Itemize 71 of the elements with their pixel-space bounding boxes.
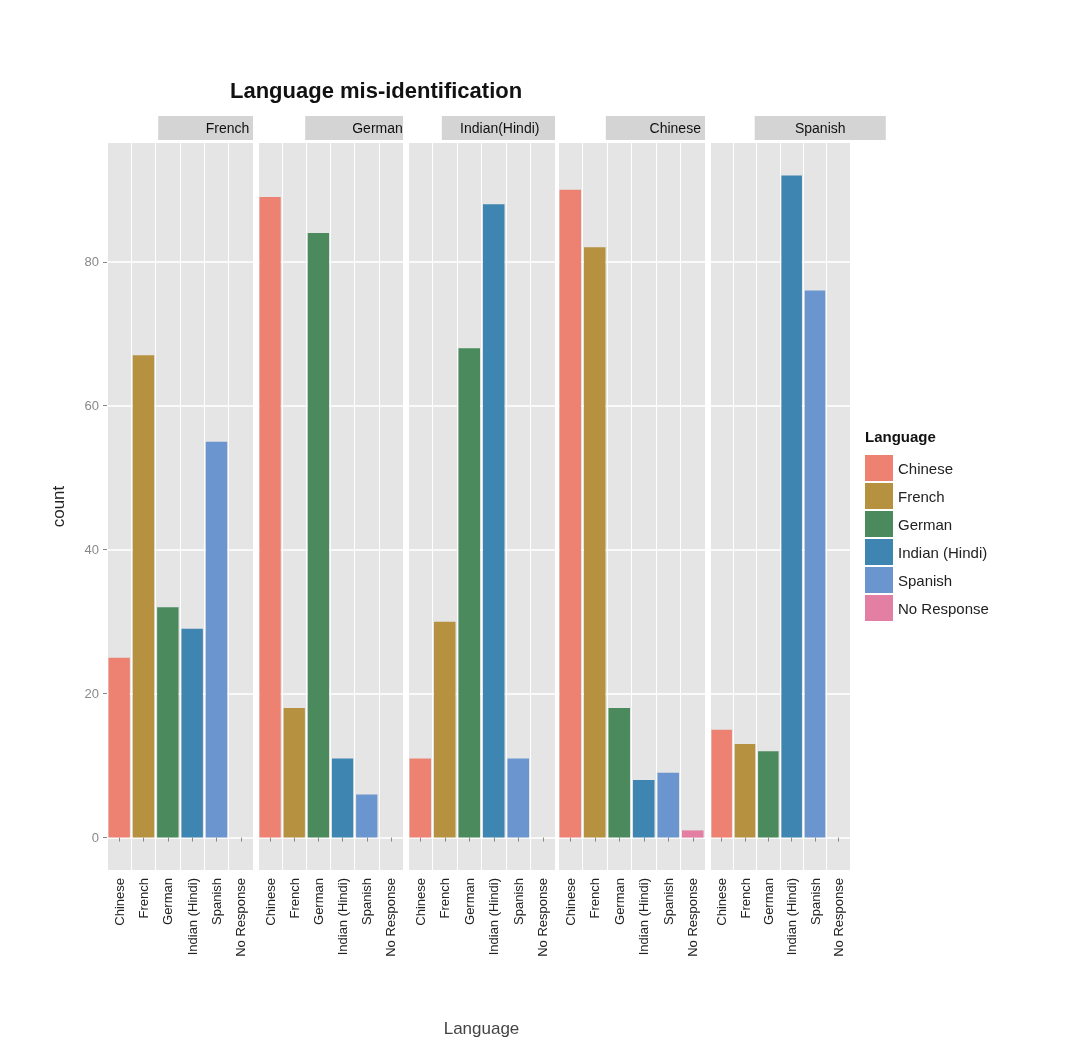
bar: [608, 708, 631, 838]
x-tick-label: Chinese: [412, 878, 428, 926]
y-tick-label: 40: [84, 542, 99, 558]
bar: [433, 621, 456, 838]
legend-label: Chinese: [898, 459, 954, 477]
bar: [632, 780, 655, 838]
x-tick-label: French: [286, 878, 302, 919]
bar: [559, 189, 582, 838]
x-tick-label: Spanish: [510, 878, 526, 925]
x-tick-label: Spanish: [209, 878, 224, 925]
x-tick-label: Indian (Hindi): [335, 878, 351, 956]
x-tick-label: Spanish: [807, 878, 823, 925]
x-tick-label: French: [437, 878, 453, 919]
x-tick-label: No Response: [830, 878, 846, 957]
legend-label: No Response: [898, 599, 989, 617]
x-tick-label: German: [461, 878, 477, 925]
x-tick-label: German: [160, 878, 176, 925]
x-tick-label: Indian (Hindi): [184, 878, 200, 956]
x-tick-label: Indian (Hindi): [784, 878, 800, 956]
y-tick-label: 60: [84, 398, 99, 414]
chart-title: French: [205, 120, 250, 136]
x-tick-label: Indian (Hindi): [636, 878, 652, 956]
x-tick-label: French: [136, 878, 151, 919]
x-tick-label: Chinese: [262, 878, 278, 926]
x-tick-label: No Response: [233, 878, 249, 957]
text: Language mis-identification: [230, 78, 523, 104]
legend-label: Spanish: [898, 571, 953, 589]
bar: [331, 758, 354, 838]
x-tick-label: Indian (Hindi): [486, 878, 502, 956]
bar: [657, 772, 680, 838]
x-tick-label: No Response: [383, 878, 399, 957]
legend-label: Indian (Hindi): [898, 543, 988, 561]
x-tick-label: Chinese: [562, 878, 578, 926]
x-tick-label: No Response: [535, 878, 551, 957]
x-axis-title: Language: [443, 1019, 520, 1038]
bar: [458, 348, 481, 838]
chart-title: Chinese: [649, 120, 702, 136]
bar: [108, 657, 130, 838]
y-tick-label: 20: [84, 686, 99, 702]
bar: [157, 607, 179, 838]
bar: [681, 830, 704, 838]
bar: [409, 758, 432, 838]
y-axis-title: count: [49, 485, 68, 528]
x-tick-label: No Response: [685, 878, 701, 957]
bar: [307, 232, 330, 838]
bar: [283, 708, 305, 838]
x-tick-label: French: [587, 878, 603, 919]
bar: [583, 247, 606, 838]
y-tick-label: 0: [91, 830, 99, 846]
x-tick-label: French: [737, 878, 753, 919]
bar: [205, 441, 228, 838]
bar: [259, 196, 281, 838]
bar: [507, 758, 530, 838]
bar: [482, 204, 505, 838]
x-tick-label: Spanish: [359, 878, 375, 925]
bar: [132, 355, 155, 838]
x-tick-label: Chinese: [714, 878, 730, 926]
x-tick-label: German: [611, 878, 627, 925]
chart-title: German: [352, 120, 403, 136]
chart-title: Indian(Hindi): [460, 120, 540, 136]
y-tick-label: 80: [84, 254, 99, 270]
legend-title: Language: [865, 428, 936, 445]
chart-title: Spanish: [794, 120, 846, 136]
x-tick-label: Chinese: [111, 878, 127, 926]
x-tick-label: Spanish: [660, 878, 676, 925]
legend-label: German: [898, 515, 953, 533]
bar: [356, 794, 378, 838]
legend-label: French: [898, 487, 945, 505]
x-tick-label: German: [760, 878, 776, 925]
x-tick-label: German: [310, 878, 326, 925]
bar: [181, 628, 203, 838]
